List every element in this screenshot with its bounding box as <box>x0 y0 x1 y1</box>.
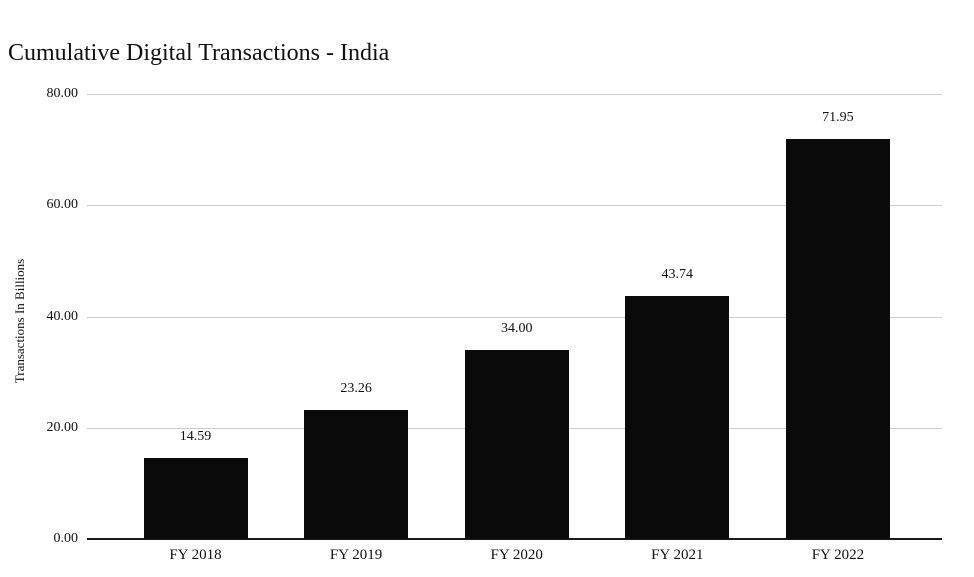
y-tick-label-60.00: 60.00 <box>46 197 79 212</box>
bar-fy-2019 <box>304 409 409 539</box>
value-label-43.74: 43.74 <box>661 266 694 282</box>
value-label-71.95: 71.95 <box>822 109 854 125</box>
x-tick-label-fy-2022: FY 2022 <box>811 547 865 563</box>
y-tick-label-20.00: 20.00 <box>46 420 79 435</box>
bar-fy-2020 <box>464 349 569 539</box>
x-tick-label-fy-2019: FY 2019 <box>329 547 383 563</box>
x-tick-label-fy-2021: FY 2021 <box>651 547 704 563</box>
y-tick-label-0.00: 0.00 <box>53 531 79 546</box>
value-label-34.00: 34.00 <box>500 320 533 336</box>
y-tick-label-40.00: 40.00 <box>46 309 79 324</box>
chart-title: Cumulative Digital Transactions - India <box>8 40 390 66</box>
gridline-60.00 <box>87 205 942 206</box>
x-tick-label-fy-2018: FY 2018 <box>169 547 222 563</box>
x-axis-line <box>87 538 942 540</box>
y-tick-label-80.00: 80.00 <box>46 86 79 101</box>
gridline-80.00 <box>87 94 942 95</box>
bar-fy-2022 <box>785 138 890 539</box>
x-tick-label-fy-2020: FY 2020 <box>490 547 543 563</box>
bar-fy-2018 <box>143 457 248 539</box>
bar-fy-2021 <box>625 295 730 539</box>
value-label-14.59: 14.59 <box>179 428 212 444</box>
value-label-23.26: 23.26 <box>340 380 372 396</box>
gridline-40.00 <box>87 317 942 318</box>
